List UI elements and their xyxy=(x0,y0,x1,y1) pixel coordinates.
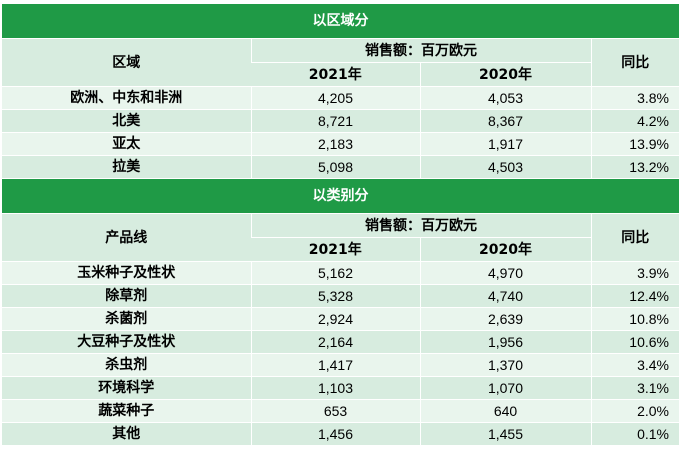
row-name: 除草剂 xyxy=(2,284,251,308)
row-yoy-value: 2.0% xyxy=(590,399,679,423)
row-name: 杀虫剂 xyxy=(2,353,251,377)
row-yoy-value: 10.6% xyxy=(590,330,679,354)
row-yoy-value: 12.4% xyxy=(590,284,679,308)
table-row: 杀虫剂 1,417 1,370 3.4% xyxy=(2,353,679,377)
row-2020-value: 8,367 xyxy=(419,109,591,133)
region-header-row-2: 2021年 2020年 xyxy=(2,62,679,87)
row-name: 其他 xyxy=(2,422,251,446)
row-name: 北美 xyxy=(2,109,251,133)
row-name: 蔬菜种子 xyxy=(2,399,251,423)
region-2021-header: 2021年 xyxy=(251,62,420,87)
table-row: 玉米种子及性状 5,162 4,970 3.9% xyxy=(2,261,679,285)
category-dim-header: 产品线 xyxy=(2,213,251,262)
row-yoy-value: 10.8% xyxy=(590,307,679,331)
row-yoy-value: 13.9% xyxy=(590,132,679,156)
sales-breakdown: 以区域分 区域 销售额：百万欧元 同比 2021年 2020年 欧洲、中东和非洲… xyxy=(2,4,679,446)
row-2021-value: 1,456 xyxy=(250,422,420,446)
row-name: 亚太 xyxy=(2,132,251,156)
row-2020-value: 2,639 xyxy=(419,307,591,331)
row-2021-value: 4,205 xyxy=(250,86,420,110)
row-2020-value: 1,370 xyxy=(419,353,591,377)
row-2021-value: 2,183 xyxy=(250,132,420,156)
row-2020-value: 1,070 xyxy=(419,376,591,400)
row-yoy-value: 13.2% xyxy=(590,155,679,179)
sales-table: 以区域分 区域 销售额：百万欧元 同比 2021年 2020年 欧洲、中东和非洲… xyxy=(2,4,679,446)
table-row: 蔬菜种子 653 640 2.0% xyxy=(2,399,679,423)
category-yoy-header: 同比 xyxy=(590,213,679,262)
row-yoy-value: 3.1% xyxy=(590,376,679,400)
table-row: 环境科学 1,103 1,070 3.1% xyxy=(2,376,679,400)
row-name: 大豆种子及性状 xyxy=(2,330,251,354)
region-sales-header: 销售额：百万欧元 xyxy=(250,38,591,63)
row-yoy-value: 3.8% xyxy=(590,86,679,110)
row-2020-value: 1,956 xyxy=(419,330,591,354)
category-section-title-row: 以类别分 xyxy=(2,178,679,214)
category-section-title: 以类别分 xyxy=(2,178,679,214)
row-name: 欧洲、中东和非洲 xyxy=(2,86,251,110)
row-2021-value: 5,162 xyxy=(250,261,420,285)
row-name: 拉美 xyxy=(2,155,251,179)
row-2021-value: 653 xyxy=(250,399,420,423)
row-2020-value: 640 xyxy=(419,399,591,423)
row-2020-value: 1,455 xyxy=(419,422,591,446)
region-2020-header: 2020年 xyxy=(419,62,591,87)
table-row: 杀菌剂 2,924 2,639 10.8% xyxy=(2,307,679,331)
table-row: 大豆种子及性状 2,164 1,956 10.6% xyxy=(2,330,679,354)
table-row: 除草剂 5,328 4,740 12.4% xyxy=(2,284,679,308)
region-yoy-header: 同比 xyxy=(590,38,679,87)
row-2021-value: 1,103 xyxy=(250,376,420,400)
row-2021-value: 8,721 xyxy=(250,109,420,133)
row-name: 玉米种子及性状 xyxy=(2,261,251,285)
row-2020-value: 1,917 xyxy=(419,132,591,156)
region-section-title: 以区域分 xyxy=(2,4,679,39)
category-header-row-2: 2021年 2020年 xyxy=(2,237,679,262)
table-row: 亚太 2,183 1,917 13.9% xyxy=(2,132,679,156)
category-sales-header: 销售额：百万欧元 xyxy=(250,213,591,238)
row-2021-value: 2,924 xyxy=(250,307,420,331)
region-dim-header: 区域 xyxy=(2,38,251,87)
row-2020-value: 4,740 xyxy=(419,284,591,308)
row-2020-value: 4,503 xyxy=(419,155,591,179)
row-yoy-value: 3.9% xyxy=(590,261,679,285)
row-2021-value: 1,417 xyxy=(250,353,420,377)
table-row: 拉美 5,098 4,503 13.2% xyxy=(2,155,679,179)
row-name: 杀菌剂 xyxy=(2,307,251,331)
category-2020-header: 2020年 xyxy=(419,237,591,262)
table-row: 其他 1,456 1,455 0.1% xyxy=(2,422,679,446)
row-2021-value: 5,328 xyxy=(250,284,420,308)
row-2021-value: 2,164 xyxy=(250,330,420,354)
category-2021-header: 2021年 xyxy=(251,237,420,262)
row-2020-value: 4,053 xyxy=(419,86,591,110)
row-yoy-value: 3.4% xyxy=(590,353,679,377)
row-yoy-value: 0.1% xyxy=(590,422,679,446)
row-2021-value: 5,098 xyxy=(250,155,420,179)
row-yoy-value: 4.2% xyxy=(590,109,679,133)
table-row: 欧洲、中东和非洲 4,205 4,053 3.8% xyxy=(2,86,679,110)
region-header-row-1: 区域 销售额：百万欧元 同比 xyxy=(2,38,679,87)
category-header-row-1: 产品线 销售额：百万欧元 同比 xyxy=(2,213,679,262)
table-row: 北美 8,721 8,367 4.2% xyxy=(2,109,679,133)
region-section-title-row: 以区域分 xyxy=(2,4,679,39)
row-2020-value: 4,970 xyxy=(419,261,591,285)
row-name: 环境科学 xyxy=(2,376,251,400)
